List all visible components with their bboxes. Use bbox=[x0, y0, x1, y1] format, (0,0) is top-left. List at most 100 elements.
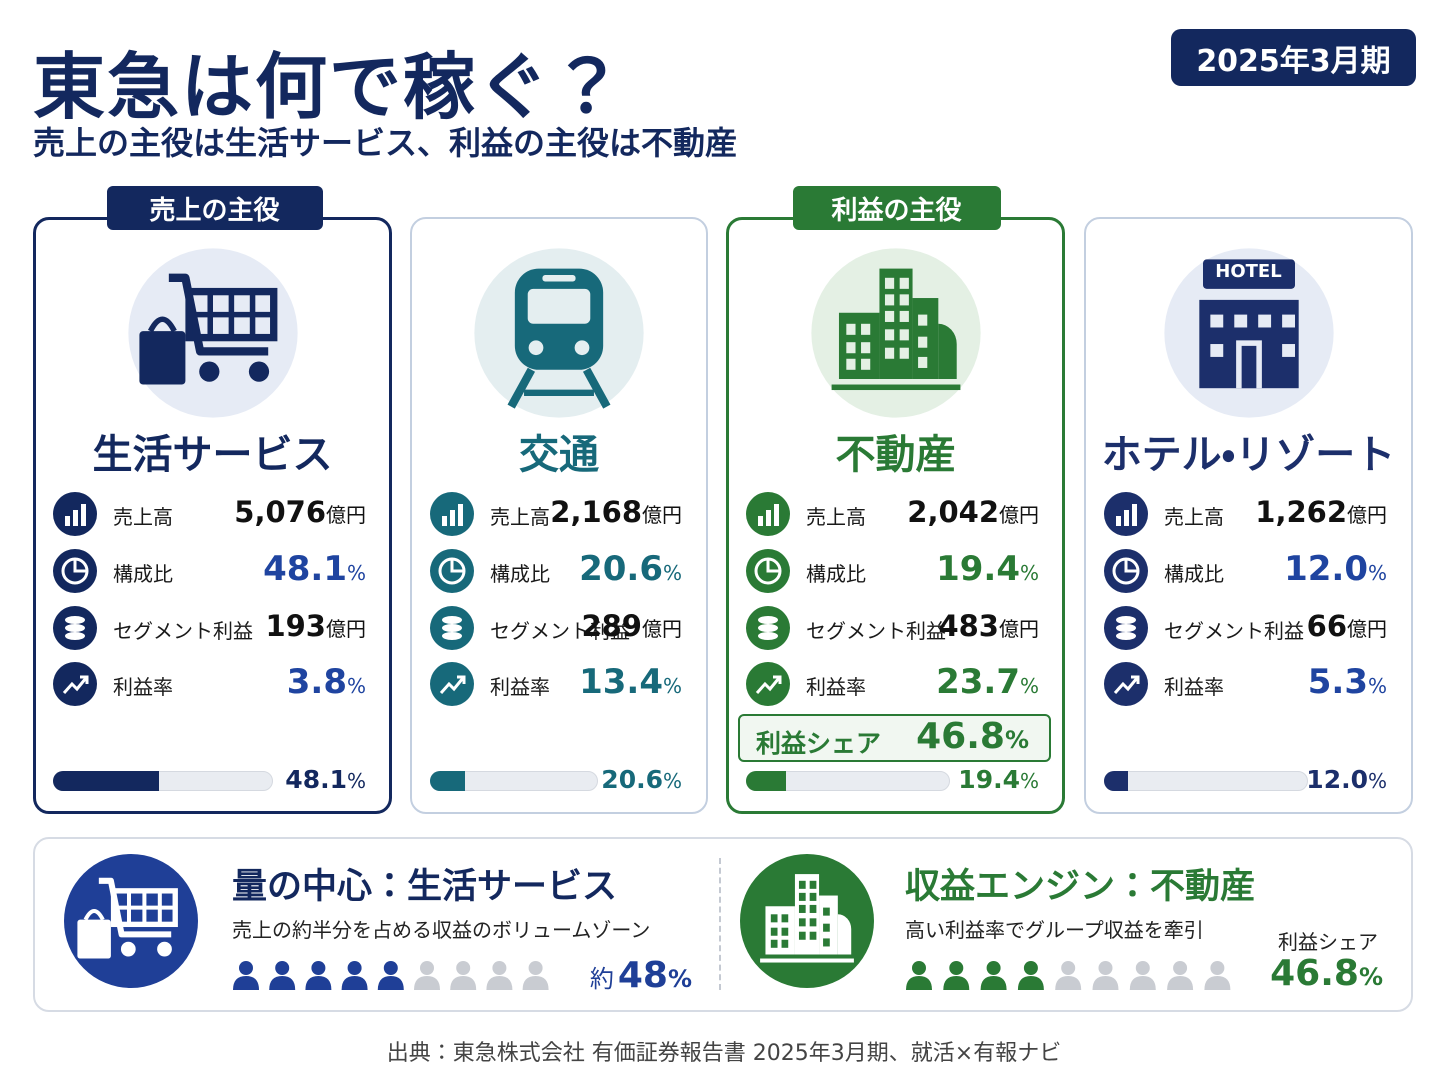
icon-shape bbox=[809, 931, 817, 940]
summary-text: 売上の約半分を占める収益のボリュームゾーン bbox=[232, 918, 651, 942]
row-label: セグメント利益 bbox=[490, 619, 630, 643]
row-label: 利益率 bbox=[490, 675, 550, 699]
icon-shape bbox=[419, 961, 434, 975]
icon-shape bbox=[442, 624, 462, 632]
icon-shape bbox=[157, 941, 172, 957]
row-label: セグメント利益 bbox=[1164, 619, 1304, 643]
summary-icon bbox=[740, 854, 874, 988]
icon-shape bbox=[758, 624, 778, 632]
value: 19.4 bbox=[958, 765, 1020, 794]
icon-shape bbox=[1281, 314, 1295, 328]
icon-shape bbox=[937, 323, 957, 379]
icon-shape bbox=[770, 914, 778, 923]
row-icon bbox=[53, 606, 97, 650]
icon-shape bbox=[770, 939, 778, 948]
icon-shape bbox=[73, 510, 78, 526]
bar-label: 48.1% bbox=[285, 765, 366, 794]
icon-shape bbox=[765, 906, 795, 955]
icon-shape bbox=[62, 677, 88, 694]
icon-shape bbox=[845, 358, 856, 370]
icon-shape bbox=[798, 904, 806, 913]
icon bbox=[746, 549, 790, 593]
row-icon bbox=[430, 662, 474, 706]
value: 3.8 bbox=[286, 662, 347, 702]
unit: % bbox=[1019, 674, 1039, 698]
row-value: 12.0% bbox=[1284, 549, 1387, 589]
icon bbox=[1104, 606, 1148, 650]
icon-shape bbox=[831, 384, 960, 391]
bar-fill bbox=[53, 771, 159, 791]
row-icon bbox=[53, 662, 97, 706]
icon-shape bbox=[450, 976, 477, 990]
icon-shape bbox=[80, 675, 89, 684]
row-label: 構成比 bbox=[113, 562, 173, 586]
icon-shape bbox=[884, 329, 894, 341]
summary-caption: 利益シェア bbox=[1278, 930, 1378, 954]
bar-fill bbox=[1104, 771, 1129, 791]
value: 289 bbox=[581, 609, 642, 643]
unit: % bbox=[1367, 561, 1387, 585]
icon-shape bbox=[1135, 961, 1150, 975]
row-value: 66億円 bbox=[1307, 609, 1387, 643]
icon-shape bbox=[1241, 345, 1256, 389]
value: 20.6 bbox=[579, 549, 663, 589]
icon bbox=[746, 662, 790, 706]
icon-shape bbox=[1233, 314, 1247, 328]
row-label: 利益率 bbox=[113, 675, 173, 699]
icon-shape bbox=[755, 677, 781, 694]
people-icons bbox=[232, 956, 562, 992]
row-icon bbox=[746, 492, 790, 536]
icon-shape bbox=[457, 675, 466, 684]
icon-shape bbox=[884, 347, 894, 359]
icon bbox=[53, 606, 97, 650]
icon-shape bbox=[574, 340, 590, 356]
icon-shape bbox=[860, 342, 870, 354]
icon-shape bbox=[377, 976, 404, 990]
icon-shape bbox=[1017, 975, 1044, 990]
unit: 億円 bbox=[999, 617, 1039, 641]
icon-shape bbox=[781, 927, 789, 936]
icon-shape bbox=[1132, 504, 1137, 526]
icon bbox=[1163, 248, 1334, 418]
row-label: セグメント利益 bbox=[113, 619, 253, 643]
segment-name: 生活サービス bbox=[92, 432, 333, 478]
value: 5.3 bbox=[1307, 662, 1368, 702]
row-label: 利益率 bbox=[1164, 675, 1224, 699]
icon bbox=[474, 248, 644, 418]
row-value: 193億円 bbox=[265, 609, 366, 643]
icon-shape bbox=[1092, 975, 1119, 990]
icon-shape bbox=[899, 294, 909, 306]
icon-shape bbox=[1167, 975, 1194, 990]
icon-shape bbox=[456, 961, 471, 975]
icon-shape bbox=[823, 907, 830, 916]
icon-shape bbox=[766, 510, 771, 526]
unit: 億円 bbox=[642, 503, 682, 527]
value: 46.8 bbox=[1270, 953, 1359, 994]
icon-shape bbox=[522, 976, 549, 990]
row-label: 売上高 bbox=[1164, 505, 1224, 529]
icon-shape bbox=[1116, 616, 1136, 624]
icon bbox=[53, 492, 97, 536]
icon-shape bbox=[1131, 675, 1140, 684]
bar-track bbox=[1104, 771, 1308, 791]
icon bbox=[430, 549, 474, 593]
icon-shape bbox=[527, 288, 591, 324]
icon-shape bbox=[798, 931, 806, 940]
icon-shape bbox=[773, 675, 782, 684]
icon-shape bbox=[442, 516, 447, 526]
unit: 億円 bbox=[999, 503, 1039, 527]
value: 2,168 bbox=[550, 495, 642, 529]
segment-name: 交通 bbox=[519, 432, 599, 478]
icon bbox=[64, 854, 198, 988]
summary-value: 約 48% bbox=[590, 955, 692, 996]
unit: % bbox=[1367, 769, 1387, 793]
icon bbox=[53, 662, 97, 706]
icon-shape bbox=[1055, 975, 1082, 990]
icon-shape bbox=[458, 504, 463, 526]
icon-shape bbox=[542, 275, 576, 282]
icon-shape bbox=[809, 904, 817, 913]
row-value: 289億円 bbox=[581, 609, 682, 643]
icon-shape bbox=[917, 356, 927, 368]
icon-shape bbox=[1202, 259, 1295, 289]
